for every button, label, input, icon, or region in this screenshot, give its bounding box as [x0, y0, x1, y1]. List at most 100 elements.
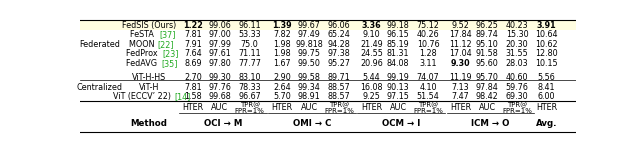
Text: 11.19: 11.19 — [449, 73, 472, 82]
Text: ViT-H: ViT-H — [139, 82, 159, 92]
Text: HTER: HTER — [536, 103, 557, 112]
Text: 84.08: 84.08 — [387, 59, 410, 68]
Text: 15.30: 15.30 — [506, 30, 529, 39]
Text: 40.26: 40.26 — [417, 30, 439, 39]
Text: 21.49: 21.49 — [360, 40, 383, 49]
Text: Avg.: Avg. — [536, 119, 557, 129]
Text: 9.10: 9.10 — [363, 30, 380, 39]
Text: 5.56: 5.56 — [538, 73, 556, 82]
Text: 7.81: 7.81 — [184, 82, 202, 92]
Text: FedProx: FedProx — [125, 49, 160, 58]
Text: 71.11: 71.11 — [239, 49, 261, 58]
Text: 51.54: 51.54 — [417, 92, 439, 101]
Text: [23]: [23] — [163, 49, 179, 58]
Text: 1.58: 1.58 — [184, 92, 202, 101]
Text: AUC: AUC — [211, 103, 228, 112]
Text: 53.33: 53.33 — [239, 30, 261, 39]
Text: 99.30: 99.30 — [209, 73, 231, 82]
Text: 3.36: 3.36 — [362, 21, 381, 30]
Text: 96.15: 96.15 — [387, 30, 410, 39]
Text: 1.22: 1.22 — [183, 21, 203, 30]
Text: 89.74: 89.74 — [476, 30, 499, 39]
Text: OMI → C: OMI → C — [293, 119, 332, 129]
Text: TPR@
FPR=1%: TPR@ FPR=1% — [235, 101, 265, 114]
Text: 89.71: 89.71 — [328, 73, 350, 82]
Text: 97.00: 97.00 — [209, 30, 231, 39]
Text: AUC: AUC — [479, 103, 496, 112]
Text: 10.15: 10.15 — [535, 59, 558, 68]
Text: 83.10: 83.10 — [239, 73, 261, 82]
Text: 5.70: 5.70 — [273, 92, 291, 101]
Text: MOON: MOON — [129, 40, 157, 49]
Text: 7.82: 7.82 — [273, 30, 291, 39]
Text: 7.91: 7.91 — [184, 40, 202, 49]
Text: 9.25: 9.25 — [362, 92, 380, 101]
Text: 6.00: 6.00 — [538, 92, 556, 101]
Text: 90.13: 90.13 — [387, 82, 410, 92]
Text: 97.80: 97.80 — [209, 59, 231, 68]
Text: 75.12: 75.12 — [417, 21, 440, 30]
Text: 95.60: 95.60 — [476, 59, 499, 68]
Text: 16.08: 16.08 — [360, 82, 383, 92]
Text: 81.31: 81.31 — [387, 49, 410, 58]
Text: 88.57: 88.57 — [328, 82, 350, 92]
Text: 2.64: 2.64 — [273, 82, 291, 92]
Text: 40.60: 40.60 — [506, 73, 529, 82]
Text: 99.06: 99.06 — [209, 21, 231, 30]
Text: Federated: Federated — [79, 40, 120, 49]
Text: 17.04: 17.04 — [449, 49, 472, 58]
Text: 98.42: 98.42 — [476, 92, 499, 101]
Text: 8.41: 8.41 — [538, 82, 556, 92]
Text: 12.80: 12.80 — [535, 49, 558, 58]
Text: 97.15: 97.15 — [387, 92, 410, 101]
Text: 98.91: 98.91 — [298, 92, 321, 101]
Text: [14]: [14] — [175, 92, 191, 101]
Text: AUC: AUC — [300, 103, 317, 112]
Text: 28.03: 28.03 — [506, 59, 529, 68]
Text: TPR@
FPR=1%: TPR@ FPR=1% — [413, 101, 443, 114]
Text: 2.70: 2.70 — [184, 73, 202, 82]
Text: 97.76: 97.76 — [209, 82, 231, 92]
Text: 96.06: 96.06 — [328, 21, 350, 30]
Text: 2.90: 2.90 — [273, 73, 291, 82]
Text: Centralized: Centralized — [76, 82, 122, 92]
Text: 78.33: 78.33 — [239, 82, 261, 92]
Text: 1.67: 1.67 — [273, 59, 291, 68]
Text: 59.76: 59.76 — [506, 82, 529, 92]
Text: 99.50: 99.50 — [298, 59, 321, 68]
Text: 9.52: 9.52 — [452, 21, 470, 30]
Text: 96.67: 96.67 — [238, 92, 261, 101]
Text: 99.68: 99.68 — [209, 92, 231, 101]
Text: AUC: AUC — [390, 103, 406, 112]
Text: 1.98: 1.98 — [273, 40, 291, 49]
Text: 11.12: 11.12 — [449, 40, 472, 49]
Text: 91.58: 91.58 — [476, 49, 499, 58]
Text: 96.25: 96.25 — [476, 21, 499, 30]
Text: 20.30: 20.30 — [506, 40, 529, 49]
Text: 94.28: 94.28 — [328, 40, 350, 49]
Text: 4.10: 4.10 — [419, 82, 436, 92]
Text: 99.18: 99.18 — [387, 21, 410, 30]
Text: 99.75: 99.75 — [298, 49, 321, 58]
Text: 1.39: 1.39 — [273, 21, 292, 30]
Text: ViT-H-HS: ViT-H-HS — [132, 73, 166, 82]
Text: 88.57: 88.57 — [328, 92, 350, 101]
Text: 31.55: 31.55 — [506, 49, 529, 58]
Text: TPR@
FPR=1%: TPR@ FPR=1% — [502, 101, 532, 114]
Text: 97.49: 97.49 — [298, 30, 321, 39]
Text: 97.38: 97.38 — [328, 49, 350, 58]
Text: [35]: [35] — [161, 59, 177, 68]
Text: 20.96: 20.96 — [360, 59, 383, 68]
Text: 9.30: 9.30 — [451, 59, 470, 68]
Text: ViT (ECCV’ 22): ViT (ECCV’ 22) — [113, 92, 173, 101]
Text: 96.11: 96.11 — [239, 21, 261, 30]
Text: 3.11: 3.11 — [419, 59, 436, 68]
Text: 95.70: 95.70 — [476, 73, 499, 82]
Text: OCI → M: OCI → M — [204, 119, 242, 129]
Text: 97.84: 97.84 — [476, 82, 499, 92]
Text: HTER: HTER — [361, 103, 382, 112]
Text: 75.0: 75.0 — [241, 40, 259, 49]
Text: FeSTA: FeSTA — [129, 30, 156, 39]
Text: 99.818: 99.818 — [295, 40, 323, 49]
Text: 7.81: 7.81 — [184, 30, 202, 39]
